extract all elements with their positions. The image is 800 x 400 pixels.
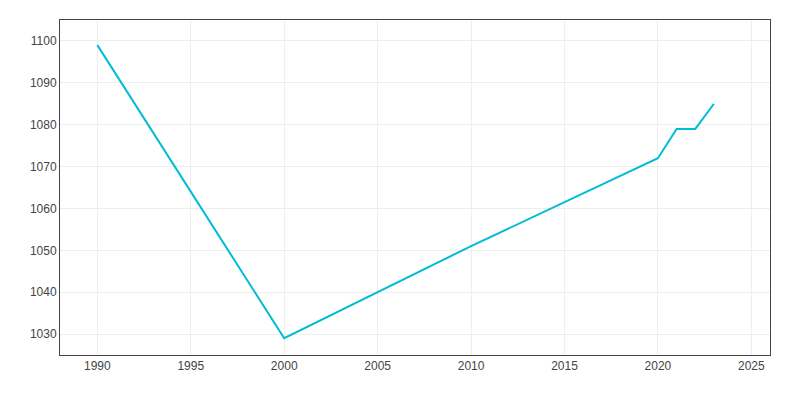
svg-text:1990: 1990 <box>84 359 111 373</box>
svg-text:2015: 2015 <box>551 359 578 373</box>
svg-text:1050: 1050 <box>30 244 57 258</box>
svg-text:1040: 1040 <box>30 285 57 299</box>
svg-text:1080: 1080 <box>30 118 57 132</box>
svg-text:1100: 1100 <box>31 34 57 48</box>
svg-text:2000: 2000 <box>271 359 298 373</box>
svg-text:2010: 2010 <box>458 359 485 373</box>
svg-text:1995: 1995 <box>177 359 204 373</box>
svg-text:1030: 1030 <box>30 327 57 341</box>
svg-text:2005: 2005 <box>364 359 391 373</box>
svg-text:1070: 1070 <box>30 160 57 174</box>
svg-text:2020: 2020 <box>645 359 672 373</box>
svg-text:1090: 1090 <box>30 76 57 90</box>
svg-text:2025: 2025 <box>738 359 765 373</box>
svg-text:1060: 1060 <box>30 202 57 216</box>
